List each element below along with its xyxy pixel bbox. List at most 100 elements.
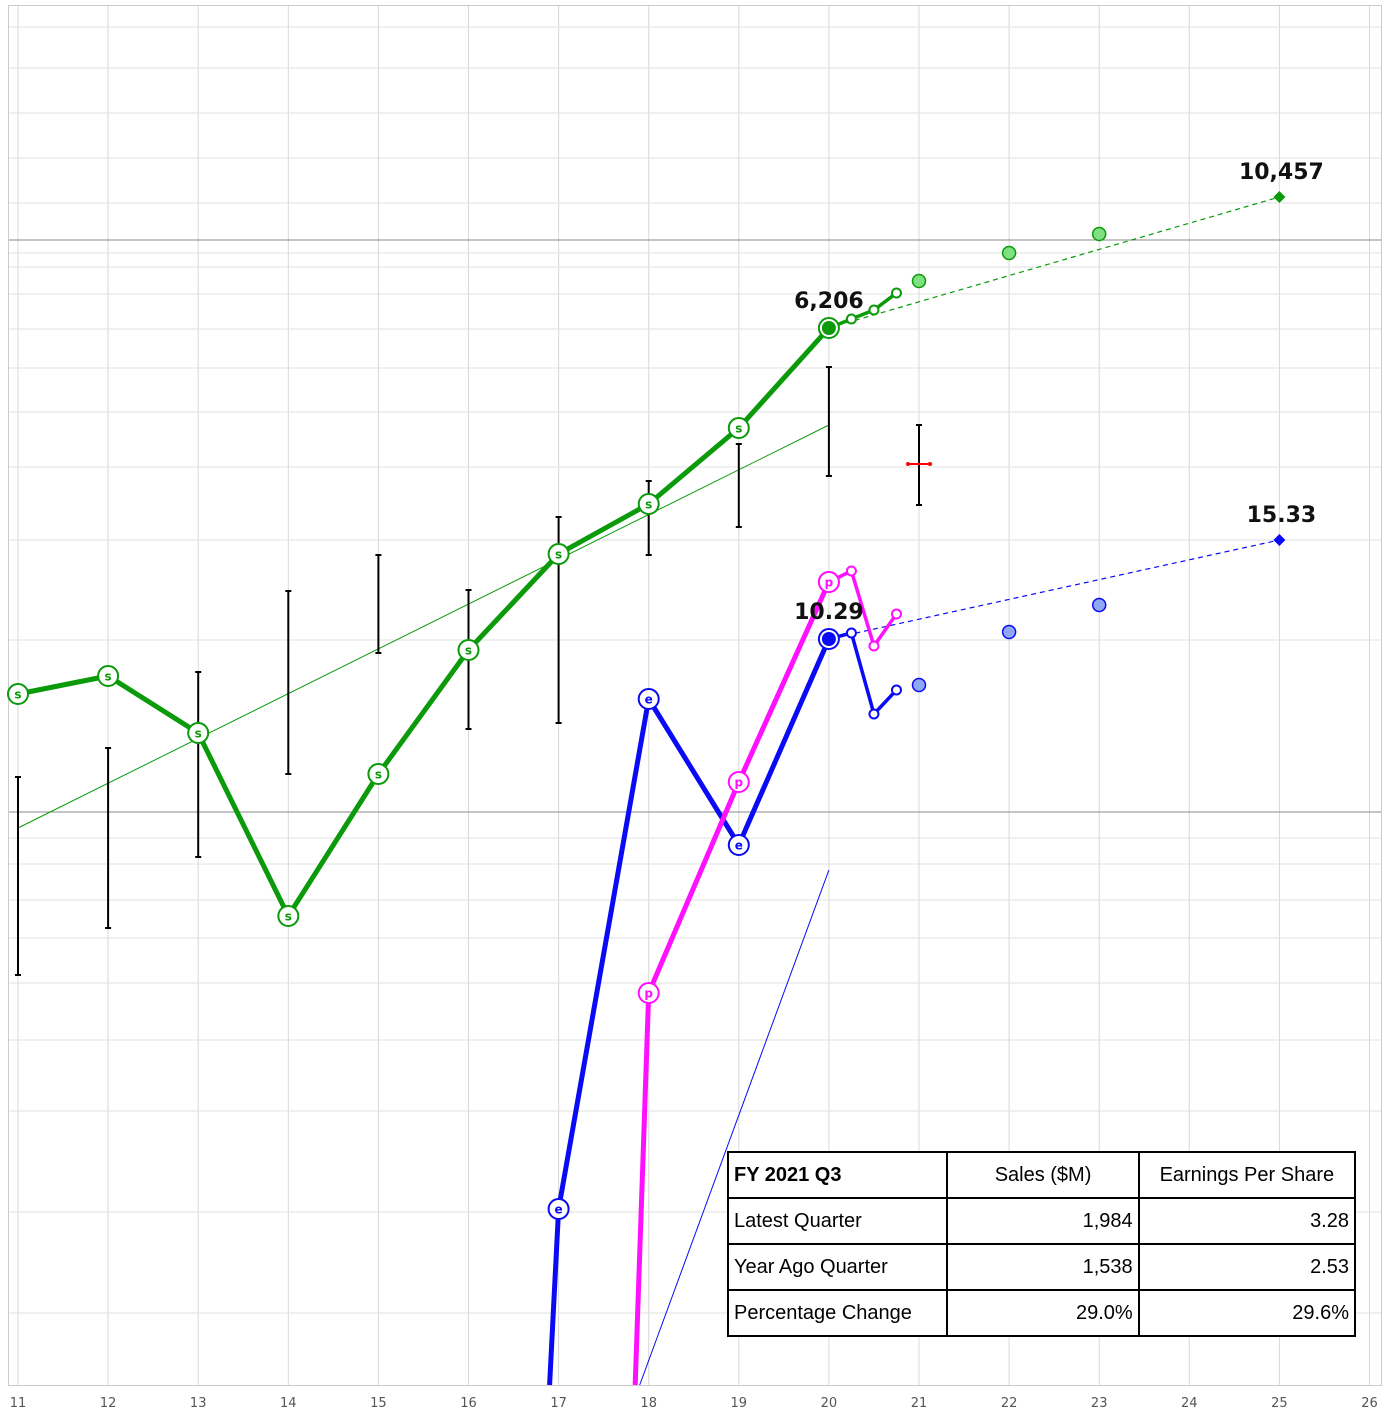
sales-recent-point (845, 313, 857, 325)
sales-recent-line (828, 291, 898, 330)
x-tick-label: 18 (640, 1396, 657, 1410)
sales-projection-label: 10,457 (1239, 160, 1324, 185)
earnings-point-marker (547, 1198, 570, 1220)
x-tick-label: 25 (1271, 1396, 1288, 1410)
sales-recent-point (890, 287, 902, 299)
x-tick-label: 13 (190, 1396, 207, 1410)
table-header-row: FY 2021 Q3 Sales ($M) Earnings Per Share (726, 1151, 1357, 1199)
projection-lines (828, 191, 1286, 640)
table-row-label: Year Ago Quarter (726, 1243, 949, 1291)
earnings-projection-label: 15.33 (1247, 503, 1317, 528)
table-row-label: Percentage Change (726, 1289, 949, 1337)
table-cell-sales: 1,538 (946, 1243, 1140, 1291)
sales-marker-letter: s (105, 670, 112, 684)
sales-marker-letter: s (645, 498, 652, 512)
earnings-recent-point (845, 627, 857, 639)
sales-point-marker (547, 543, 570, 565)
current-price-dot (906, 462, 910, 466)
sales-marker-letter: s (195, 727, 202, 741)
earnings-projection-point (1273, 534, 1286, 546)
x-tick-label: 26 (1361, 1396, 1378, 1410)
x-tick-label: 23 (1091, 1396, 1108, 1410)
sales-point-marker (7, 683, 29, 705)
sales-marker-letter: s (465, 644, 472, 658)
table-cell-eps: 3.28 (1137, 1197, 1357, 1245)
sales-point-marker (367, 763, 390, 785)
price-marker-letter: p (644, 987, 653, 1001)
sales-marker-letter: s (285, 910, 292, 924)
table-row: Latest Quarter 1,984 3.28 (726, 1197, 1357, 1245)
sales-marker-letter: s (14, 688, 21, 702)
price-recent-line (828, 569, 898, 648)
sales-point-marker (727, 417, 750, 439)
earnings-trend-line (639, 869, 830, 1386)
price-range-bars (15, 366, 932, 976)
table-row: Percentage Change 29.0% 29.6% (726, 1289, 1357, 1337)
table-row-label: Latest Quarter (726, 1197, 949, 1245)
table-cell-sales: 29.0% (946, 1289, 1140, 1337)
earnings-marker-letter: e (735, 839, 743, 853)
sales-point-marker (637, 493, 660, 515)
series-markers: ssssssssseeepppp (7, 226, 1107, 1220)
earnings-recent-point (868, 708, 880, 720)
earnings-recent-line (828, 631, 898, 716)
value-labels: 10,457 6,206 15.33 10.29 (794, 160, 1324, 625)
sales-projection-line (828, 196, 1280, 329)
price-marker-letter: p (735, 776, 744, 790)
summary-table: FY 2021 Q3 Sales ($M) Earnings Per Share… (726, 1151, 1357, 1337)
x-tick-label: 17 (550, 1396, 567, 1410)
x-tick-label: 11 (10, 1396, 27, 1410)
sales-point-marker (97, 665, 120, 687)
earnings-recent-point (890, 684, 902, 696)
table-row: Year Ago Quarter 1,538 2.53 (726, 1243, 1357, 1291)
sales-estimate-point (1091, 226, 1107, 242)
current-price-dot (928, 462, 932, 466)
x-tick-label: 15 (370, 1396, 387, 1410)
table-header-eps: Earnings Per Share (1137, 1151, 1357, 1199)
sales-latest-marker-dot (821, 321, 836, 335)
earnings-estimate-point (1001, 624, 1017, 640)
sales-estimate-point (1001, 245, 1017, 261)
table-cell-eps: 29.6% (1137, 1289, 1357, 1337)
x-tick-label: 20 (821, 1396, 838, 1410)
sales-latest-label: 6,206 (794, 289, 864, 314)
sales-projection-point (1273, 191, 1286, 203)
earnings-marker-letter: e (555, 1203, 563, 1217)
price-line (632, 580, 832, 1386)
sales-trend-line (17, 424, 830, 829)
earnings-latest-marker-dot (821, 632, 836, 646)
price-point-marker (637, 982, 660, 1004)
x-tick-label: 16 (460, 1396, 477, 1410)
sales-line (17, 326, 831, 919)
x-tick-label: 22 (1001, 1396, 1018, 1410)
sales-recent-point (868, 304, 880, 316)
sales-estimate-point (911, 273, 927, 289)
earnings-point-marker (727, 834, 750, 856)
sales-marker-letter: s (735, 422, 742, 436)
trend-lines (17, 424, 830, 1386)
sales-marker-letter: s (555, 548, 562, 562)
earnings-estimate-point (911, 677, 927, 693)
table-cell-eps: 2.53 (1137, 1243, 1357, 1291)
table-header-period: FY 2021 Q3 (726, 1151, 949, 1199)
earnings-projection-line (828, 539, 1280, 640)
price-recent-point (845, 565, 857, 577)
earnings-marker-letter: e (645, 693, 653, 707)
earnings-estimate-point (1091, 597, 1107, 613)
earnings-point-marker (637, 688, 660, 710)
x-tick-label: 24 (1181, 1396, 1198, 1410)
x-tick-label: 21 (911, 1396, 928, 1410)
sales-point-marker (187, 722, 210, 744)
price-recent-point (890, 608, 902, 620)
x-tick-label: 12 (100, 1396, 117, 1410)
table-cell-sales: 1,984 (946, 1197, 1140, 1245)
sales-marker-letter: s (375, 768, 382, 782)
sales-point-marker (277, 905, 300, 927)
price-marker-letter: p (825, 576, 834, 590)
price-recent-point (868, 640, 880, 652)
price-point-marker (817, 571, 840, 593)
x-tick-label: 14 (280, 1396, 297, 1410)
x-axis-ticks: 11 12 13 14 15 16 17 18 19 20 21 22 23 24 25 26 (10, 1396, 1378, 1410)
sales-point-marker (457, 639, 480, 661)
x-tick-label: 19 (731, 1396, 748, 1410)
